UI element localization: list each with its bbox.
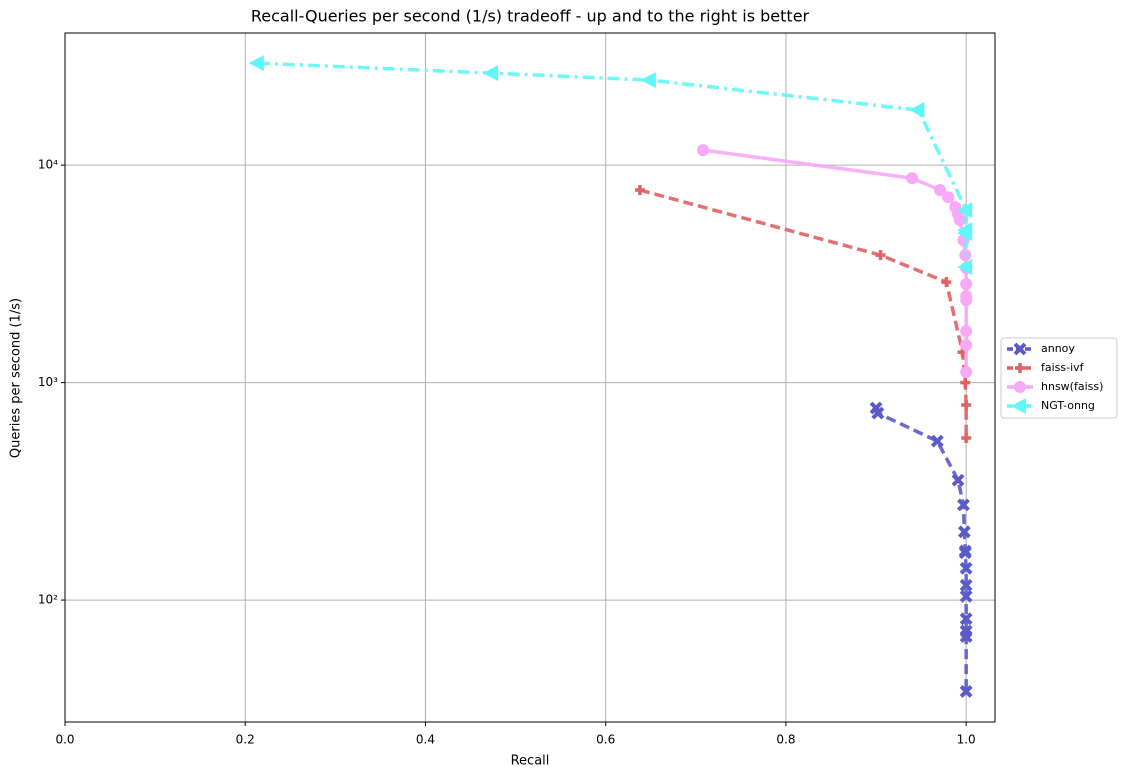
- marker: [906, 172, 919, 185]
- marker: [960, 278, 973, 291]
- marker: [697, 144, 710, 157]
- grid: [64, 33, 995, 722]
- legend-label: hnsw(faiss): [1041, 380, 1103, 393]
- x-tick-label: 1.0: [957, 733, 976, 747]
- marker: [1015, 363, 1025, 373]
- x-axis-label: Recall: [511, 754, 550, 769]
- marker: [634, 185, 645, 196]
- marker: [959, 589, 973, 603]
- y-tick-label: 10³: [38, 375, 58, 389]
- marker: [930, 434, 944, 448]
- x-tick-label: 0.4: [416, 733, 435, 747]
- marker: [960, 366, 973, 379]
- marker: [640, 72, 656, 89]
- marker: [1014, 381, 1026, 393]
- marker: [1013, 342, 1027, 356]
- marker: [875, 250, 886, 261]
- marker: [957, 259, 973, 276]
- legend-label: faiss-ivf: [1041, 361, 1085, 374]
- marker: [961, 399, 972, 410]
- marker: [960, 339, 973, 352]
- marker: [957, 498, 970, 512]
- marker: [957, 225, 973, 242]
- legend-box: [1000, 337, 1118, 419]
- marker: [958, 546, 972, 560]
- plot-area: [248, 55, 973, 698]
- marker: [959, 685, 973, 698]
- series-line: [257, 61, 968, 268]
- marker: [960, 325, 973, 338]
- marker: [959, 561, 973, 575]
- legend-label: NGT-onng: [1041, 399, 1095, 412]
- marker: [959, 630, 973, 643]
- marker: [1011, 398, 1026, 414]
- y-tick-label: 10⁴: [38, 158, 58, 172]
- marker: [951, 473, 965, 487]
- marker: [960, 377, 971, 388]
- legend: annoy faiss-ivf hnsw(faiss) NGT-onng: [1000, 337, 1118, 419]
- marker: [871, 406, 885, 420]
- y-tick-label: 10²: [38, 593, 58, 607]
- y-axis-label: Queries per second (1/s): [9, 298, 24, 458]
- legend-label: annoy: [1041, 342, 1075, 355]
- marker: [957, 202, 973, 219]
- x-tick-label: 0.6: [596, 733, 615, 747]
- marker: [909, 102, 925, 119]
- marker: [248, 55, 264, 72]
- marker: [960, 294, 973, 307]
- marker: [957, 525, 971, 539]
- marker: [961, 433, 972, 444]
- ticks: 0.0 0.2 0.4 0.6 0.8 1.0 10² 10³ 10⁴: [38, 158, 976, 747]
- axes-frame: [64, 32, 996, 723]
- chart-title: Recall-Queries per second (1/s) tradeoff…: [251, 7, 810, 26]
- marker: [934, 184, 947, 197]
- x-tick-label: 0.2: [236, 733, 255, 747]
- marker: [941, 277, 952, 288]
- series-line: [874, 407, 968, 692]
- x-tick-label: 0.8: [776, 733, 795, 747]
- x-tick-label: 0.0: [55, 733, 74, 747]
- series-line: [702, 148, 968, 373]
- marker: [953, 214, 966, 227]
- marker: [959, 612, 973, 626]
- marker: [942, 191, 955, 204]
- series-line: [639, 188, 968, 439]
- marker: [483, 65, 499, 82]
- marker: [959, 578, 973, 592]
